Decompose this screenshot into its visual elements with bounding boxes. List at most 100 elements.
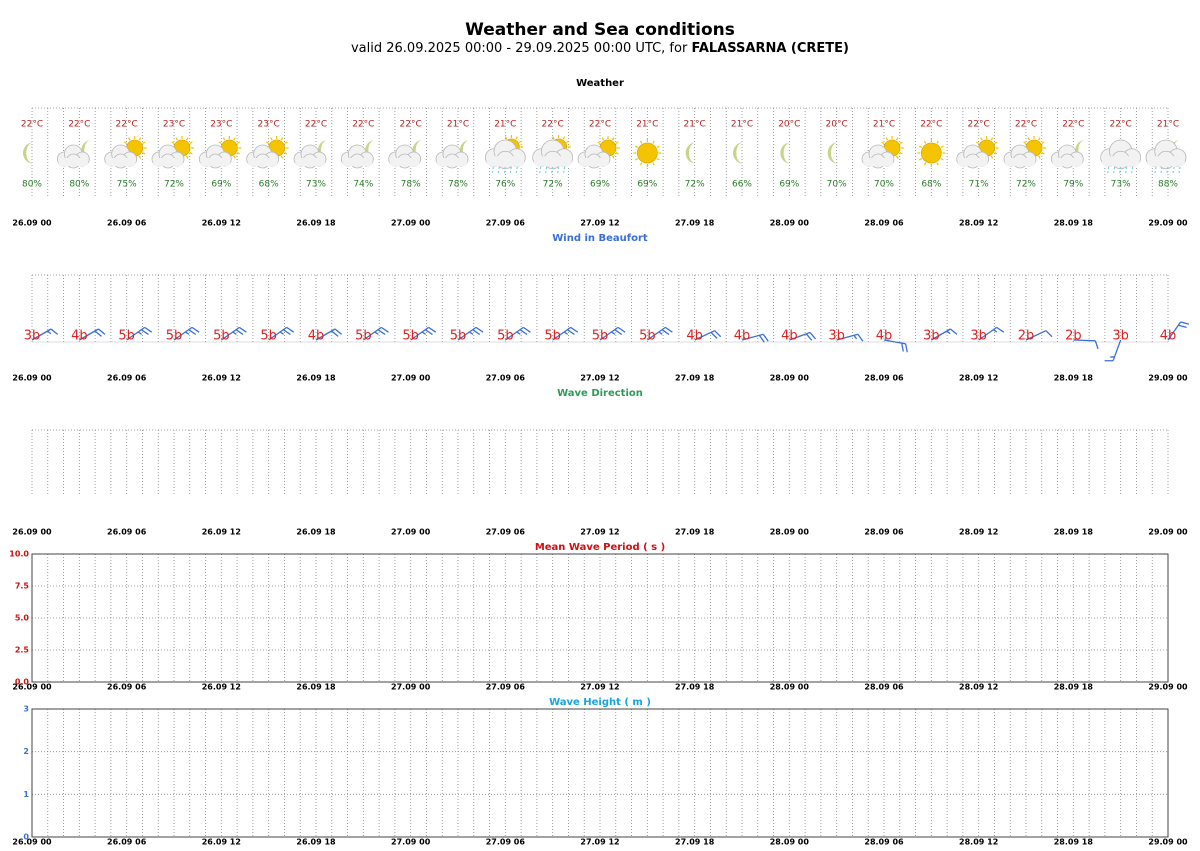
x-tick-label: 26.09 12 xyxy=(202,838,241,847)
wind-label: 4b xyxy=(71,329,88,344)
temperature-label: 22°C xyxy=(542,120,564,130)
wind-label: 4b xyxy=(876,329,893,344)
x-tick-label: 28.09 06 xyxy=(864,219,904,228)
rain-drop xyxy=(1107,166,1110,174)
weather-icon xyxy=(532,135,574,174)
wind-barb xyxy=(694,330,722,341)
sun-ray xyxy=(142,151,146,155)
wind-label: 3b xyxy=(24,329,41,344)
temperature-label: 21°C xyxy=(731,120,753,130)
weather-icon xyxy=(340,140,376,169)
rain-drop xyxy=(1119,166,1122,174)
x-tick-label: 27.09 18 xyxy=(675,219,715,228)
weather-icon xyxy=(1145,139,1187,174)
x-tick-label: 27.09 00 xyxy=(391,838,431,847)
wind-label: 5b xyxy=(260,329,277,344)
sun xyxy=(920,142,942,164)
x-tick-label: 26.09 06 xyxy=(107,374,147,383)
weather-icon xyxy=(780,142,792,164)
moon xyxy=(685,142,697,164)
sun-ray xyxy=(185,155,189,159)
wind-barb xyxy=(362,326,389,341)
cloud-base xyxy=(58,158,89,166)
x-tick-label: 29.09 00 xyxy=(1148,838,1188,847)
weather-icon xyxy=(198,136,242,169)
sun-ray xyxy=(615,151,619,155)
sun-ray xyxy=(552,136,555,140)
x-tick-label: 28.09 18 xyxy=(1054,374,1094,383)
sun-ray xyxy=(918,157,923,161)
humidity-label: 80% xyxy=(22,180,42,190)
rain-drop xyxy=(515,166,518,174)
sun-ray xyxy=(936,140,939,144)
humidity-label: 71% xyxy=(969,180,989,190)
sun-ray xyxy=(1023,141,1027,145)
cloud-base xyxy=(247,158,278,166)
wind-label: 3b xyxy=(1112,329,1129,344)
wind-label: 5b xyxy=(544,329,561,344)
rain-drop xyxy=(1172,166,1175,174)
wind-label: 5b xyxy=(118,329,135,344)
subtitle-text: valid 26.09.2025 00:00 - 29.09.2025 00:0… xyxy=(351,41,688,56)
sun xyxy=(636,142,658,164)
x-tick-label: 28.09 18 xyxy=(1054,838,1094,847)
x-tick-label: 28.09 12 xyxy=(959,374,998,383)
wind-barb xyxy=(410,326,437,341)
wind-label: 5b xyxy=(450,329,467,344)
y-tick-label: 2 xyxy=(23,747,29,756)
sun-ray xyxy=(899,151,903,155)
humidity-label: 76% xyxy=(495,180,515,190)
x-tick-label: 27.09 00 xyxy=(391,528,431,537)
sun-ray xyxy=(1037,137,1041,141)
x-tick-label: 29.09 00 xyxy=(1148,683,1188,692)
x-tick-label: 28.09 18 xyxy=(1054,683,1094,692)
x-tick-label: 28.09 00 xyxy=(770,528,810,537)
x-tick-label: 27.09 12 xyxy=(580,683,619,692)
moon xyxy=(827,142,839,164)
sun-ray xyxy=(138,155,142,159)
sun-ray xyxy=(990,155,994,159)
x-tick-label: 26.09 18 xyxy=(296,528,336,537)
sun-ray xyxy=(994,141,998,145)
sun-ray xyxy=(918,145,923,149)
humidity-label: 80% xyxy=(69,180,89,190)
humidity-label: 69% xyxy=(637,180,657,190)
wind-barb xyxy=(79,328,106,341)
x-tick-label: 27.09 00 xyxy=(391,374,431,383)
x-tick-label: 27.09 12 xyxy=(580,838,619,847)
rain-drop xyxy=(497,166,500,174)
x-tick-label: 27.09 06 xyxy=(486,374,526,383)
wind-barb xyxy=(646,326,673,341)
x-tick-label: 26.09 00 xyxy=(12,374,52,383)
humidity-label: 88% xyxy=(1158,180,1178,190)
wind-label: 3b xyxy=(970,329,987,344)
rain-drop xyxy=(1154,166,1157,174)
sun-ray xyxy=(923,140,927,144)
temperature-label: 21°C xyxy=(1157,120,1179,130)
sun-ray xyxy=(652,162,655,166)
x-tick-label: 26.09 18 xyxy=(296,683,336,692)
wind-label: 5b xyxy=(355,329,372,344)
sun-ray xyxy=(123,141,128,145)
weather-icon xyxy=(104,136,147,169)
humidity-label: 72% xyxy=(1016,180,1036,190)
wind-barb xyxy=(268,326,295,341)
temperature-label: 22°C xyxy=(1110,120,1132,130)
cloud-base xyxy=(863,158,893,166)
rain-drop xyxy=(503,166,506,174)
x-tick-label: 27.09 00 xyxy=(391,683,431,692)
x-tick-label: 28.09 00 xyxy=(770,219,810,228)
cloud-base xyxy=(579,158,609,166)
humidity-label: 72% xyxy=(685,180,705,190)
weather-icon xyxy=(293,140,328,169)
x-tick-label: 26.09 06 xyxy=(107,528,147,537)
location: FALASSARNA (CRETE) xyxy=(691,41,849,56)
rain-drop xyxy=(1125,166,1128,174)
x-tick-label: 28.09 06 xyxy=(864,528,904,537)
wind-label: 5b xyxy=(497,329,514,344)
x-tick-label: 28.09 18 xyxy=(1054,528,1094,537)
x-tick-label: 27.09 18 xyxy=(675,528,715,537)
x-tick-label: 29.09 00 xyxy=(1148,219,1188,228)
x-tick-label: 26.09 00 xyxy=(12,683,52,692)
